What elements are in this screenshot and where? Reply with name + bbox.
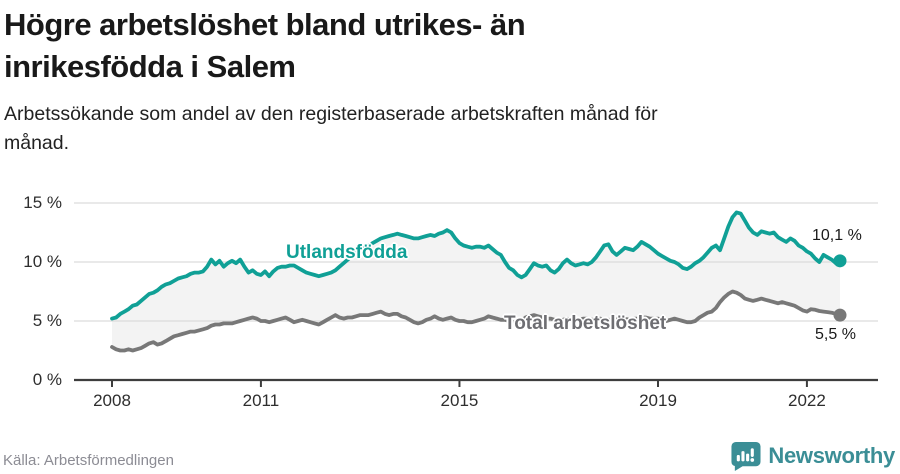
x-axis-label: 2011 bbox=[242, 391, 280, 410]
y-axis-label: 5 % bbox=[32, 311, 62, 330]
y-axis-label: 10 % bbox=[23, 252, 62, 271]
end-value-label-total: 5,5 % bbox=[815, 326, 856, 343]
x-axis-label: 2022 bbox=[787, 391, 826, 410]
subtitle-line-2: månad. bbox=[4, 132, 70, 154]
series-line-utlandsfodda bbox=[110, 210, 842, 321]
page-title: Högre arbetslöshet bland utrikes- än inr… bbox=[4, 4, 884, 88]
series-label-total: Total arbetslöshet bbox=[504, 313, 667, 334]
brand-logo: Newsworthy bbox=[730, 439, 895, 473]
x-axis-label: 2015 bbox=[440, 391, 479, 410]
end-dot-utlandsfodda bbox=[833, 254, 847, 268]
x-axis-label: 2019 bbox=[639, 391, 677, 410]
page-subtitle: Arbetssökande som andel av den registerb… bbox=[4, 100, 884, 158]
fill-between-area bbox=[112, 212, 840, 351]
end-dot-total bbox=[833, 308, 847, 322]
brand-name: Newsworthy bbox=[768, 443, 895, 468]
title-line-1: Högre arbetslöshet bland utrikes- än bbox=[4, 7, 526, 42]
x-axis-label: 2008 bbox=[93, 391, 131, 410]
title-line-2: inrikesfödda i Salem bbox=[4, 49, 296, 84]
subtitle-line-1: Arbetssökande som andel av den registerb… bbox=[4, 103, 658, 125]
y-axis-label: 0 % bbox=[32, 370, 62, 389]
newsworthy-icon bbox=[731, 441, 761, 471]
y-axis-label: 15 % bbox=[23, 193, 62, 212]
series-label-utlandsfodda: Utlandsfödda bbox=[286, 242, 408, 263]
series-line-total bbox=[110, 289, 842, 353]
end-value-label-utlandsfodda: 10,1 % bbox=[812, 227, 862, 244]
source-attribution: Källa: Arbetsförmedlingen bbox=[3, 452, 174, 469]
